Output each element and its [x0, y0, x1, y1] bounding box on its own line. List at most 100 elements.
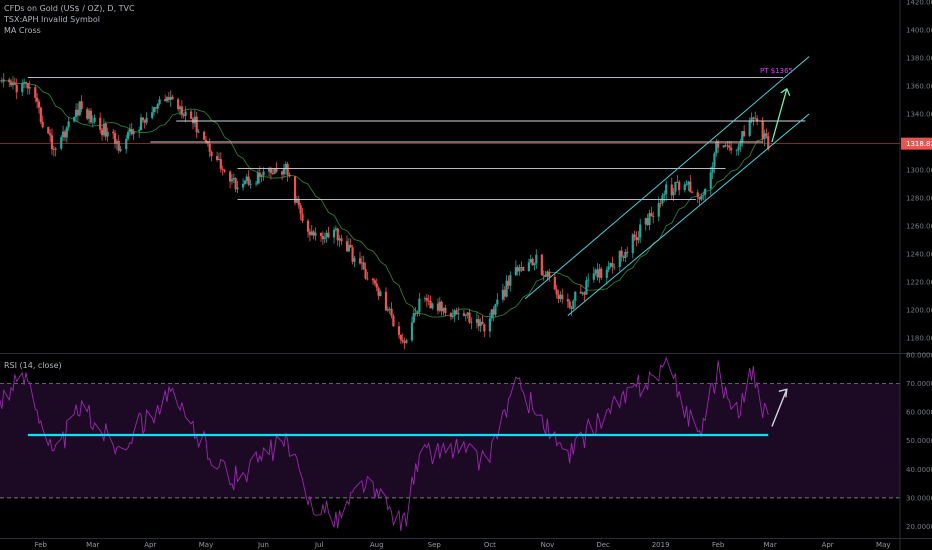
candle-body [423, 298, 427, 299]
candle-body [572, 300, 575, 309]
candle-body [2, 79, 5, 82]
candle-body [275, 168, 278, 172]
candle-body [730, 147, 733, 151]
candle-body [21, 83, 24, 93]
candle-body [516, 267, 519, 272]
candle-body [453, 310, 456, 316]
horizontal-levels-layer [0, 77, 932, 200]
axis-layer: 1420.00 1400.00 1380.00 1360.00 1340.00 1320.… [35, 0, 932, 549]
candle-body [93, 117, 96, 122]
candle-body [223, 169, 226, 172]
candle-body [243, 180, 247, 184]
candle-body [670, 184, 673, 196]
candle-body [583, 292, 586, 295]
candle-body [527, 262, 530, 271]
candle-body [74, 109, 78, 117]
candle-body [457, 313, 460, 315]
candle-body [34, 87, 37, 98]
candle-body [28, 87, 31, 89]
rsi-legend[interactable]: RSI (14, close) [4, 361, 62, 370]
candle-body [169, 96, 172, 100]
candle-body [533, 263, 536, 266]
candle-body [158, 99, 161, 105]
candle-body [299, 205, 302, 214]
last-price-label: 1318.82 [906, 140, 932, 148]
candlestick-layer [0, 73, 770, 350]
candle-body [210, 151, 213, 157]
candle-body [644, 218, 647, 225]
candle-body [496, 299, 499, 305]
candle-body [273, 168, 276, 174]
candle-body [308, 231, 311, 235]
candle-body [570, 307, 573, 309]
symbol-title[interactable]: CFDs on Gold (US$ / OZ), D, TVC [4, 4, 135, 13]
candle-body [544, 274, 547, 277]
candle-body [310, 231, 313, 235]
candle-body [765, 133, 768, 137]
candle-body [178, 106, 182, 110]
candle-body [631, 234, 634, 254]
candle-body [509, 275, 512, 286]
candle-body [141, 117, 144, 121]
candle-body [49, 133, 52, 136]
candle-body [377, 287, 380, 296]
candle-body [113, 133, 117, 144]
candle-body [691, 192, 694, 194]
candle-body [171, 96, 174, 100]
candle-body [15, 84, 18, 93]
rsi-tick-label: 70.0000 [906, 380, 932, 388]
candle-body [232, 177, 235, 180]
candle-body [620, 250, 623, 257]
candle-body [371, 278, 375, 281]
candle-body [340, 238, 343, 242]
candle-body [39, 107, 42, 122]
candle-body [518, 267, 521, 272]
candle-body [282, 168, 286, 175]
candle-body [216, 156, 219, 161]
time-tick-label: Apr [144, 541, 156, 549]
candle-body [254, 183, 258, 185]
candle-body [737, 146, 740, 150]
candle-body [130, 128, 133, 135]
candle-body [297, 198, 300, 206]
candle-body [414, 313, 417, 315]
price-tick-label: 1400.00 [906, 27, 932, 35]
invalid-symbol-note[interactable]: TSX:APH Invalid Symbol [4, 15, 100, 24]
candle-body [676, 181, 679, 183]
candle-body [241, 183, 245, 188]
candle-body [542, 274, 545, 276]
rsi-tick-label: 30.0000 [906, 494, 932, 502]
candle-body [106, 131, 109, 137]
candle-body [535, 254, 538, 264]
candle-body [622, 256, 625, 258]
candle-body [26, 83, 29, 89]
price-tick-label: 1300.00 [906, 167, 932, 175]
candle-body [401, 339, 404, 342]
price-tick-label: 1320.00 [906, 139, 932, 147]
ma-cross-label[interactable]: MA Cross [4, 26, 41, 35]
time-tick-label: Apr [822, 541, 834, 549]
time-tick-label: Sep [428, 541, 442, 549]
time-tick-label: May [199, 541, 213, 549]
candle-body [375, 283, 378, 288]
candle-body [360, 262, 363, 264]
candle-body [761, 121, 764, 140]
candle-body [154, 107, 157, 109]
candle-body [477, 319, 480, 327]
candle-body [648, 213, 651, 225]
candle-body [451, 315, 454, 318]
candle-body [637, 237, 640, 241]
candle-body [351, 247, 354, 262]
candle-body [37, 101, 41, 108]
candle-body [362, 262, 365, 270]
candle-body [327, 232, 330, 238]
candle-body [193, 116, 196, 124]
price-tick-label: 1420.00 [906, 0, 932, 7]
candle-body [687, 181, 690, 185]
candle-body [429, 300, 432, 309]
candle-body [490, 309, 493, 319]
candle-body [455, 310, 458, 315]
candle-body [221, 168, 224, 170]
candle-body [388, 308, 391, 310]
